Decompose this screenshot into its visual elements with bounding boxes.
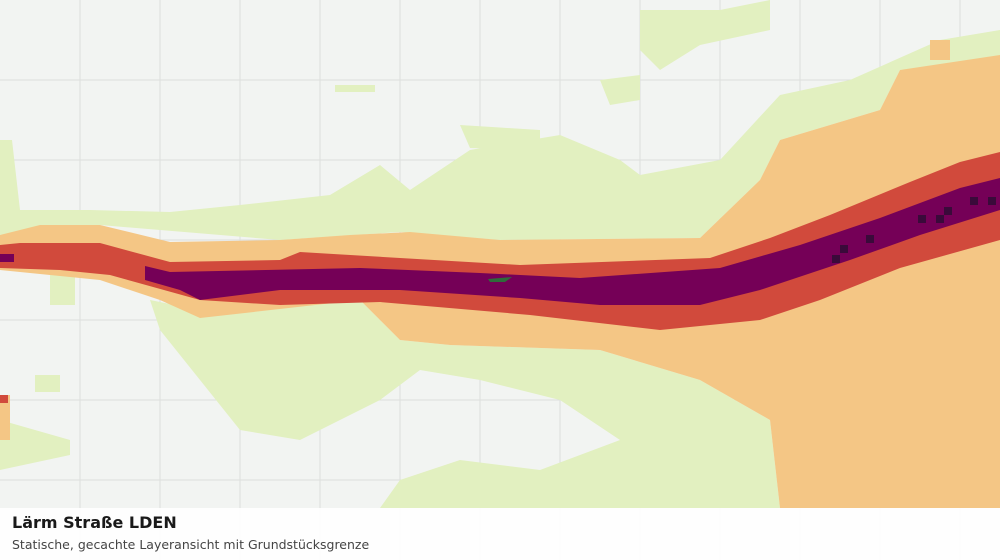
layer-title: Lärm Straße LDEN [12, 513, 177, 532]
noise-zone-low [0, 0, 1000, 508]
layer-subtitle: Statische, gecachte Layeransicht mit Gru… [12, 537, 370, 552]
noise-zone-extreme [832, 197, 996, 263]
noise-zone-very-high [0, 178, 1000, 305]
layer-caption: Lärm Straße LDEN Statische, gecachte Lay… [0, 508, 1000, 560]
location-marker [488, 277, 512, 282]
